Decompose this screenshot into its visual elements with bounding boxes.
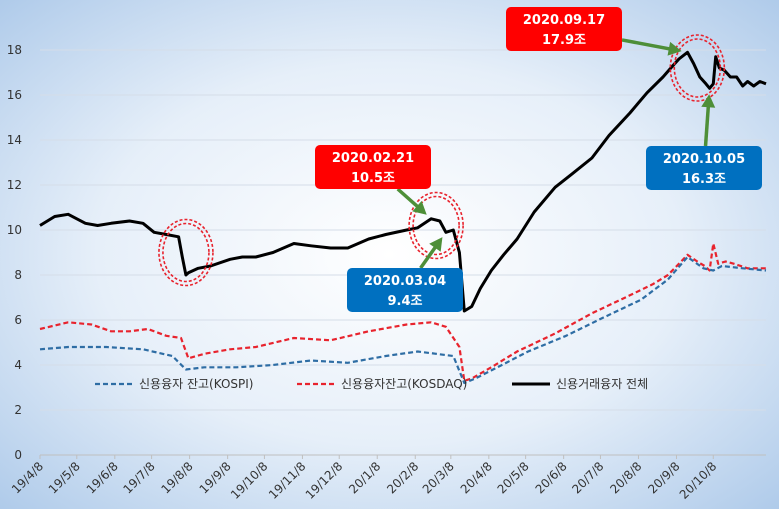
annotation-value: 17.9조 bbox=[542, 33, 586, 48]
legend: 신용융자 잔고(KOSPI) 신용융자잔고(KOSDAQ) 신용거래융자 전체 bbox=[95, 377, 648, 391]
highlight-circle-inner bbox=[673, 38, 722, 98]
annotation-arrow bbox=[703, 102, 711, 147]
annotation-date: 2020.02.21 bbox=[332, 151, 414, 166]
highlight-circle-inner bbox=[412, 195, 460, 256]
y-tick-label: 4 bbox=[14, 358, 22, 372]
annotation-box bbox=[646, 146, 762, 190]
legend-label: 신용융자 잔고(KOSPI) bbox=[139, 377, 253, 391]
highlight-circle-inner bbox=[162, 222, 210, 283]
annotation-value: 9.4조 bbox=[388, 294, 423, 309]
y-axis: 0 2 4 6 8 10 12 14 16 18 bbox=[7, 43, 22, 462]
highlight-circle bbox=[158, 218, 214, 287]
annotation-arrow bbox=[396, 187, 422, 211]
y-tick-label: 10 bbox=[7, 223, 22, 237]
annotation-arrowhead bbox=[701, 94, 716, 108]
y-tick-label: 6 bbox=[14, 313, 22, 327]
annotation-box bbox=[347, 268, 463, 312]
highlight-circle bbox=[408, 191, 464, 260]
annotation-box bbox=[315, 145, 431, 189]
annotation-arrowhead bbox=[429, 237, 443, 252]
y-tick-label: 18 bbox=[7, 43, 22, 57]
legend-label: 신용거래융자 전체 bbox=[556, 377, 648, 391]
y-tick-label: 12 bbox=[7, 178, 22, 192]
annotation-box bbox=[506, 7, 622, 51]
legend-label: 신용융자잔고(KOSDAQ) bbox=[341, 377, 467, 391]
y-tick-label: 16 bbox=[7, 88, 22, 102]
annotation-value: 10.5조 bbox=[351, 171, 395, 186]
y-tick-label: 8 bbox=[14, 268, 22, 282]
annotation-value: 16.3조 bbox=[682, 172, 726, 187]
annotation-date: 2020.10.05 bbox=[663, 152, 745, 167]
series-line bbox=[39, 255, 767, 385]
y-tick-label: 0 bbox=[14, 448, 22, 462]
annotation-arrowhead bbox=[412, 200, 427, 215]
y-tick-label: 2 bbox=[14, 403, 22, 417]
highlight-circles bbox=[158, 34, 726, 287]
y-tick-label: 14 bbox=[7, 133, 22, 147]
highlight-circle bbox=[669, 34, 726, 102]
annotation-date: 2020.09.17 bbox=[523, 13, 605, 28]
series-lines bbox=[39, 50, 767, 385]
annotation-arrowhead bbox=[667, 41, 682, 56]
annotation-arrow bbox=[621, 38, 675, 52]
annotation-date: 2020.03.04 bbox=[364, 274, 446, 289]
series-line bbox=[39, 242, 766, 382]
series-line bbox=[39, 50, 767, 313]
annotations: 2020.09.17 17.9조 2020.10.05 16.3조 2020.02.21… bbox=[315, 7, 762, 312]
